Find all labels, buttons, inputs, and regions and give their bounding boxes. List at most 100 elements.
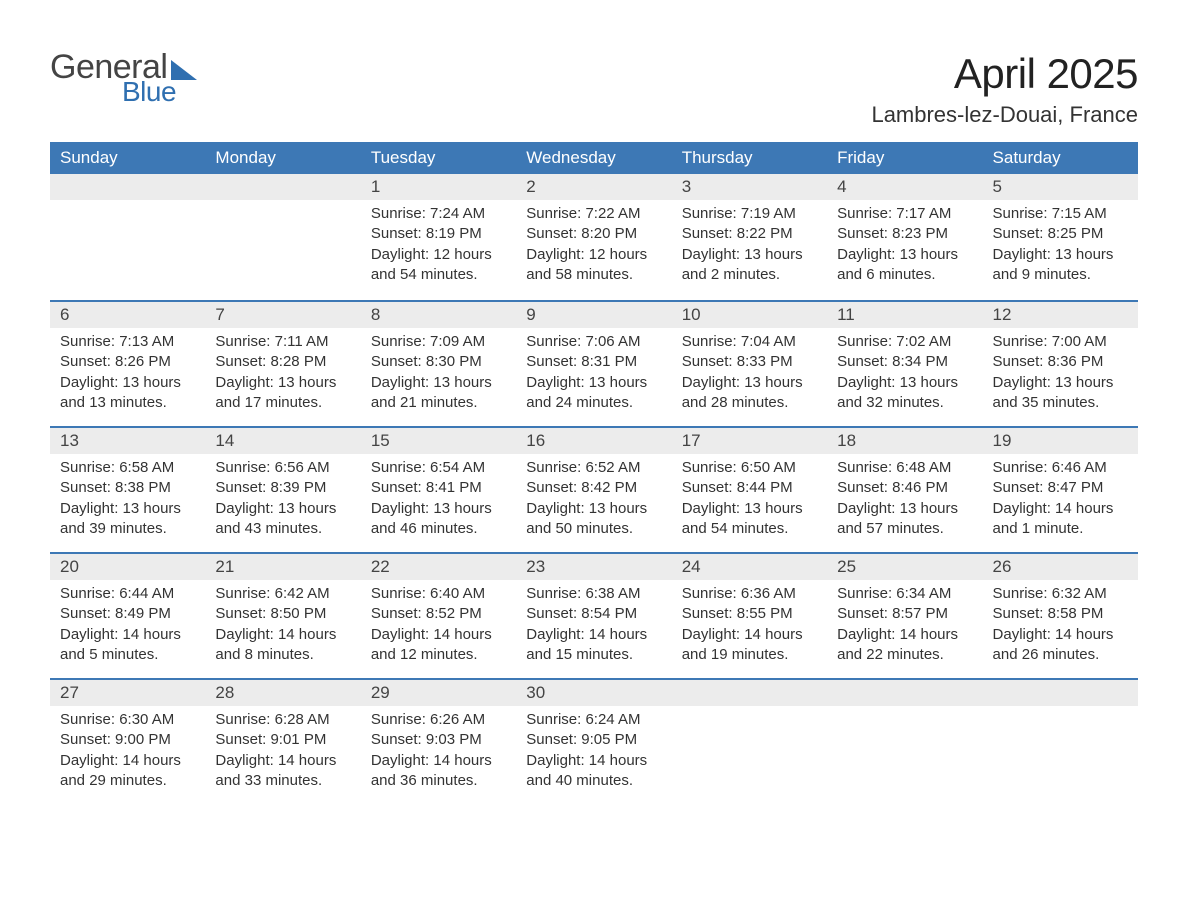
daylight-line: Daylight: 13 hours xyxy=(371,373,506,393)
calendar-cell: 19Sunrise: 6:46 AMSunset: 8:47 PMDayligh… xyxy=(983,428,1138,552)
sunrise-line: Sunrise: 7:02 AM xyxy=(837,332,972,352)
sunset-line: Sunset: 8:19 PM xyxy=(371,224,506,244)
daylight-line: Daylight: 14 hours xyxy=(215,625,350,645)
daylight-line: Daylight: 14 hours xyxy=(371,751,506,771)
sunset-line: Sunset: 8:55 PM xyxy=(682,604,817,624)
day-number: 5 xyxy=(983,174,1138,200)
cell-body: Sunrise: 7:19 AMSunset: 8:22 PMDaylight:… xyxy=(672,200,827,295)
cell-body: Sunrise: 6:44 AMSunset: 8:49 PMDaylight:… xyxy=(50,580,205,675)
cell-body: Sunrise: 6:52 AMSunset: 8:42 PMDaylight:… xyxy=(516,454,671,549)
sunrise-line: Sunrise: 6:34 AM xyxy=(837,584,972,604)
sunset-line: Sunset: 8:42 PM xyxy=(526,478,661,498)
daylight-line: Daylight: 14 hours xyxy=(526,625,661,645)
daylight-line: Daylight: 14 hours xyxy=(60,751,195,771)
daylight-line: and 15 minutes. xyxy=(526,645,661,665)
calendar-week: 20Sunrise: 6:44 AMSunset: 8:49 PMDayligh… xyxy=(50,552,1138,678)
sunrise-line: Sunrise: 7:09 AM xyxy=(371,332,506,352)
day-number xyxy=(205,174,360,200)
sunrise-line: Sunrise: 7:04 AM xyxy=(682,332,817,352)
sunset-line: Sunset: 8:44 PM xyxy=(682,478,817,498)
sunset-line: Sunset: 8:52 PM xyxy=(371,604,506,624)
daylight-line: Daylight: 14 hours xyxy=(371,625,506,645)
sunrise-line: Sunrise: 6:40 AM xyxy=(371,584,506,604)
sunset-line: Sunset: 8:31 PM xyxy=(526,352,661,372)
daylight-line: and 32 minutes. xyxy=(837,393,972,413)
cell-body: Sunrise: 6:48 AMSunset: 8:46 PMDaylight:… xyxy=(827,454,982,549)
cell-body: Sunrise: 6:36 AMSunset: 8:55 PMDaylight:… xyxy=(672,580,827,675)
sunrise-line: Sunrise: 6:26 AM xyxy=(371,710,506,730)
daylight-line: and 2 minutes. xyxy=(682,265,817,285)
calendar-cell: 11Sunrise: 7:02 AMSunset: 8:34 PMDayligh… xyxy=(827,302,982,426)
sunrise-line: Sunrise: 6:52 AM xyxy=(526,458,661,478)
daylight-line: and 21 minutes. xyxy=(371,393,506,413)
daylight-line: and 5 minutes. xyxy=(60,645,195,665)
calendar-cell: 5Sunrise: 7:15 AMSunset: 8:25 PMDaylight… xyxy=(983,174,1138,300)
calendar-week: 6 Sunrise: 7:13 AMSunset: 8:26 PM Daylight… xyxy=(50,300,1138,426)
day-header-cell: Monday xyxy=(205,142,360,174)
sunrise-line: Sunrise: 6:56 AM xyxy=(215,458,350,478)
daylight-line: and 26 minutes. xyxy=(993,645,1128,665)
header: General Blue April 2025 Lambres-lez-Doua… xyxy=(50,50,1138,128)
sunset-line: Sunset: 8:58 PM xyxy=(993,604,1128,624)
day-number: 25 xyxy=(827,554,982,580)
daylight-line: Daylight: 13 hours xyxy=(526,373,661,393)
calendar: SundayMondayTuesdayWednesdayThursdayFrid… xyxy=(50,142,1138,804)
daylight-line: Daylight: 13 hours xyxy=(837,373,972,393)
cell-body: Sunrise: 7:22 AMSunset: 8:20 PMDaylight:… xyxy=(516,200,671,295)
calendar-cell: 27Sunrise: 6:30 AMSunset: 9:00 PMDayligh… xyxy=(50,680,205,804)
sunset-line: Sunset: 8:50 PM xyxy=(215,604,350,624)
cell-body: Sunrise: 7:24 AMSunset: 8:19 PMDaylight:… xyxy=(361,200,516,295)
day-number: 1 xyxy=(361,174,516,200)
cell-body: Sunrise: 6:50 AMSunset: 8:44 PMDaylight:… xyxy=(672,454,827,549)
day-number: 6 xyxy=(50,302,205,328)
day-number: 28 xyxy=(205,680,360,706)
sunrise-line: Sunrise: 6:32 AM xyxy=(993,584,1128,604)
sunrise-line: Sunrise: 7:22 AM xyxy=(526,204,661,224)
day-number: 20 xyxy=(50,554,205,580)
title-block: April 2025 Lambres-lez-Douai, France xyxy=(871,50,1138,128)
calendar-cell: 4Sunrise: 7:17 AMSunset: 8:23 PMDaylight… xyxy=(827,174,982,300)
daylight-line: Daylight: 13 hours xyxy=(837,245,972,265)
calendar-cell: 7Sunrise: 7:11 AMSunset: 8:28 PMDaylight… xyxy=(205,302,360,426)
daylight-line: Daylight: 13 hours xyxy=(526,499,661,519)
calendar-week: 13Sunrise: 6:58 AMSunset: 8:38 PMDayligh… xyxy=(50,426,1138,552)
day-number: 3 xyxy=(672,174,827,200)
cell-body: Sunrise: 6:42 AMSunset: 8:50 PMDaylight:… xyxy=(205,580,360,675)
day-number xyxy=(983,680,1138,706)
cell-body: Sunrise: 6:46 AMSunset: 8:47 PMDaylight:… xyxy=(983,454,1138,549)
calendar-cell: 1Sunrise: 7:24 AMSunset: 8:19 PMDaylight… xyxy=(361,174,516,300)
calendar-cell: 3Sunrise: 7:19 AMSunset: 8:22 PMDaylight… xyxy=(672,174,827,300)
sunrise-line: Sunrise: 7:24 AM xyxy=(371,204,506,224)
daylight-line: and 24 minutes. xyxy=(526,393,661,413)
day-number: 14 xyxy=(205,428,360,454)
sunset-line: Sunset: 8:57 PM xyxy=(837,604,972,624)
day-number: 2 xyxy=(516,174,671,200)
sunrise-line: Sunrise: 7:13 AM xyxy=(60,332,195,352)
daylight-line: Daylight: 13 hours xyxy=(993,245,1128,265)
daylight-line: and 29 minutes. xyxy=(60,771,195,791)
calendar-cell: 29Sunrise: 6:26 AMSunset: 9:03 PMDayligh… xyxy=(361,680,516,804)
daylight-line: and 58 minutes. xyxy=(526,265,661,285)
calendar-cell: 30Sunrise: 6:24 AMSunset: 9:05 PMDayligh… xyxy=(516,680,671,804)
cell-body: Sunrise: 7:04 AMSunset: 8:33 PMDaylight:… xyxy=(672,328,827,423)
calendar-cell: 8Sunrise: 7:09 AMSunset: 8:30 PMDaylight… xyxy=(361,302,516,426)
day-number: 18 xyxy=(827,428,982,454)
day-number: 24 xyxy=(672,554,827,580)
daylight-line: and 39 minutes. xyxy=(60,519,195,539)
brand-logo: General Blue xyxy=(50,50,197,106)
daylight-line: and 19 minutes. xyxy=(682,645,817,665)
calendar-cell: 10Sunrise: 7:04 AMSunset: 8:33 PMDayligh… xyxy=(672,302,827,426)
cell-body: Sunrise: 7:11 AMSunset: 8:28 PMDaylight:… xyxy=(205,328,360,423)
calendar-cell: 25Sunrise: 6:34 AMSunset: 8:57 PMDayligh… xyxy=(827,554,982,678)
sunrise-line: Sunrise: 7:00 AM xyxy=(993,332,1128,352)
day-number: 8 xyxy=(361,302,516,328)
day-number: 7 xyxy=(205,302,360,328)
sunset-line: Sunset: 9:05 PM xyxy=(526,730,661,750)
cell-body: Sunrise: 7:15 AMSunset: 8:25 PMDaylight:… xyxy=(983,200,1138,295)
calendar-cell: 6Sunrise: 7:13 AMSunset: 8:26 PMDaylight… xyxy=(50,302,205,426)
sunset-line: Sunset: 8:28 PM xyxy=(215,352,350,372)
day-number: 21 xyxy=(205,554,360,580)
day-number xyxy=(827,680,982,706)
daylight-line: and 1 minute. xyxy=(993,519,1128,539)
sunset-line: Sunset: 8:26 PM xyxy=(60,352,195,372)
